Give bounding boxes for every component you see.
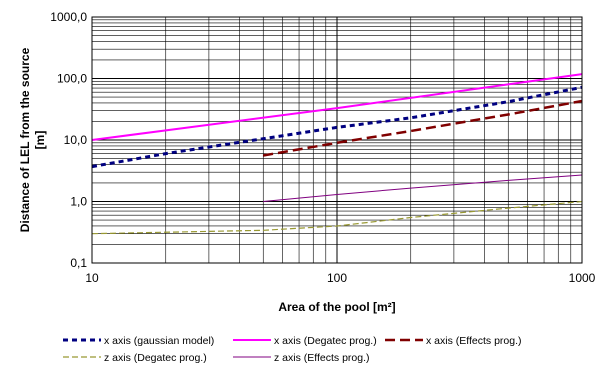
y-axis-title-line1: Distance of LEL from the source [18, 47, 32, 232]
series-lines [91, 73, 583, 235]
x-tick-label: 100 [327, 271, 347, 285]
y-tick-label: 1,0 [70, 195, 87, 209]
x-tick-label: 1000 [569, 271, 596, 285]
series-line-1 [91, 85, 583, 169]
series-line-4 [91, 200, 583, 235]
series-line-5 [263, 174, 583, 202]
y-tick-label: 1000,0 [50, 10, 87, 24]
grid [92, 17, 582, 263]
x-tick-label: 10 [85, 271, 99, 285]
x-axis-title: Area of the pool [m²] [278, 300, 395, 314]
y-tick-label: 0,1 [70, 256, 87, 270]
legend-label: z axis (Effects prog.) [274, 352, 370, 364]
series-line-2 [91, 73, 583, 141]
y-tick-label: 10,0 [64, 133, 88, 147]
legend-label: z axis (Degatec prog.) [104, 352, 207, 364]
y-axis-title: Distance of LEL from the source [m] [18, 47, 47, 232]
y-tick-label: 100,0 [57, 72, 87, 86]
series-line-3 [262, 99, 583, 157]
x-tick-labels: 10 100 1000 [85, 271, 595, 285]
legend-label: x axis (Degatec prog.) [274, 335, 377, 347]
plot-border [91, 16, 583, 264]
y-tick-labels: 0,1 1,0 10,0 100,0 1000,0 [50, 10, 87, 270]
y-axis-title-line2: [m] [33, 131, 47, 150]
legend: x axis (gaussian model) x axis (Degatec p… [63, 335, 522, 364]
legend-label: x axis (Effects prog.) [426, 335, 522, 347]
legend-label: x axis (gaussian model) [104, 335, 214, 347]
